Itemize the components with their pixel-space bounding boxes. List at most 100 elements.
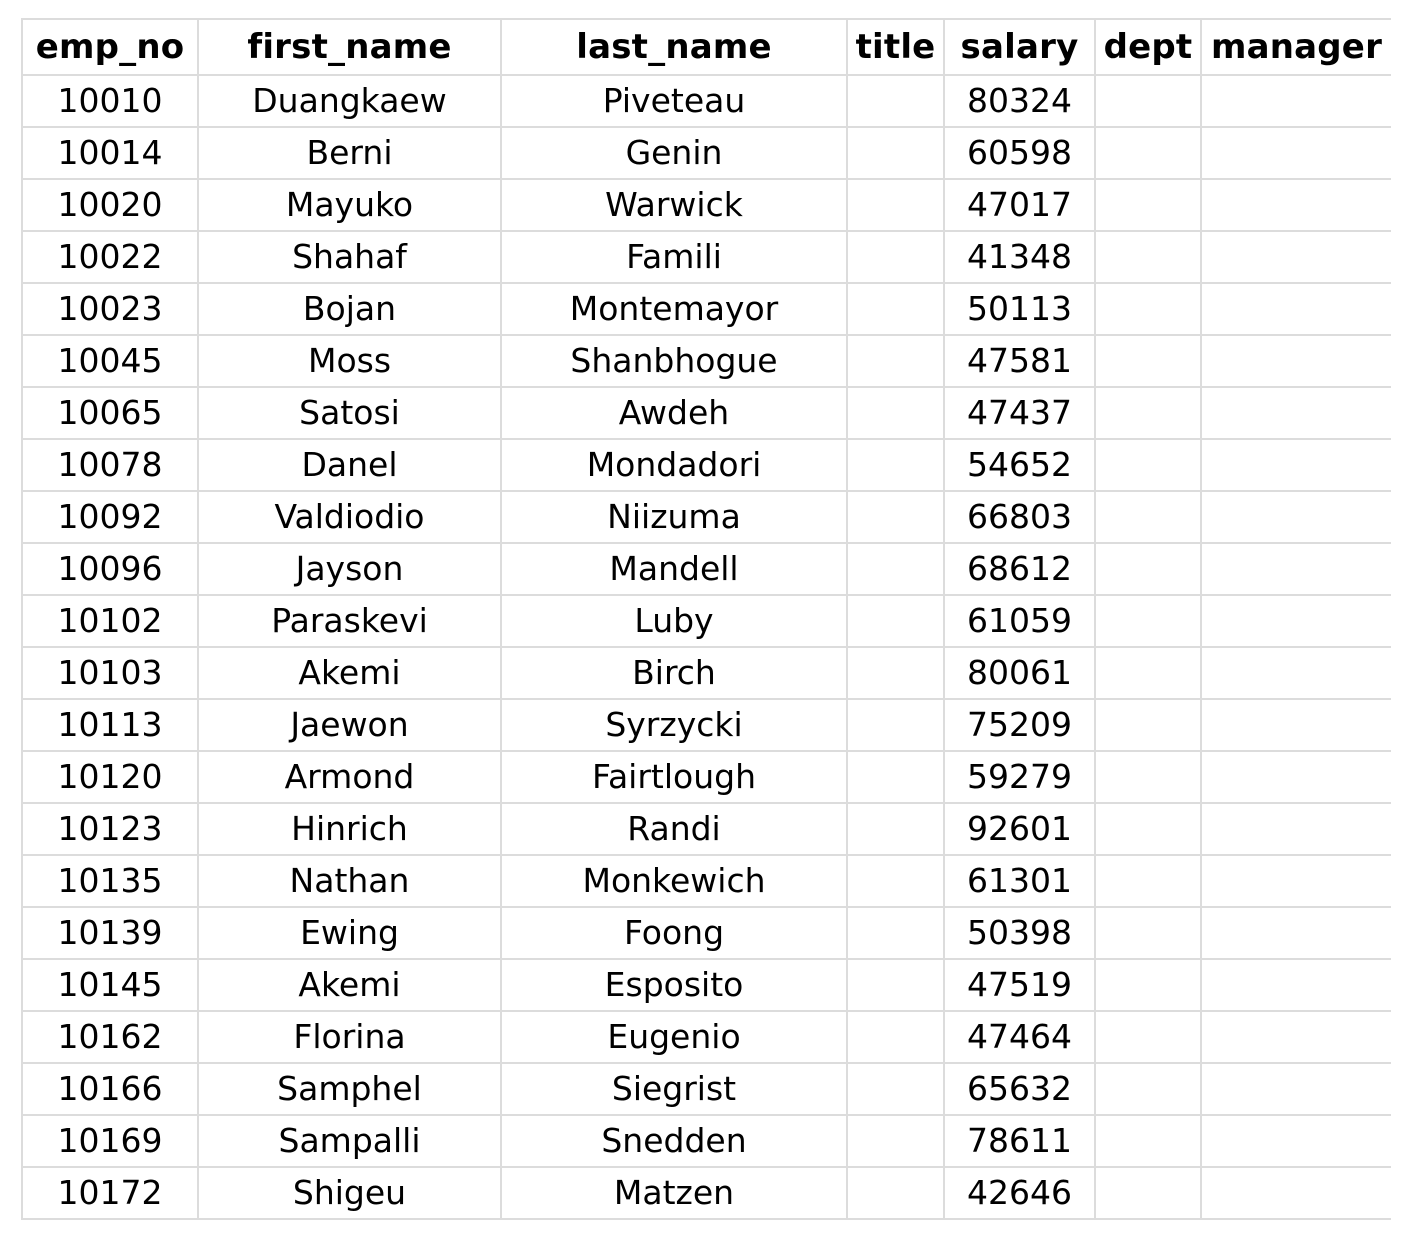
emp-no-cell: 10092	[21, 490, 199, 544]
salary-cell: 80324	[943, 74, 1096, 128]
last-name-cell: Birch	[500, 646, 848, 700]
dept-cell	[1094, 334, 1202, 388]
title-cell	[846, 854, 945, 908]
title-cell	[846, 1114, 945, 1168]
first-name-cell: Paraskevi	[197, 594, 502, 648]
last-name-cell: Esposito	[500, 958, 848, 1012]
dept-cell	[1094, 230, 1202, 284]
title-cell	[846, 750, 945, 804]
table-row: 10145 Akemi Esposito 47519	[21, 958, 1391, 1012]
first-name-cell: Armond	[197, 750, 502, 804]
first-name-cell: Danel	[197, 438, 502, 492]
last-name-cell: Shanbhogue	[500, 334, 848, 388]
title-cell	[846, 1010, 945, 1064]
last-name-cell: Mondadori	[500, 438, 848, 492]
dept-cell	[1094, 386, 1202, 440]
dept-cell	[1094, 906, 1202, 960]
column-header-first-name: first_name	[197, 18, 502, 76]
dept-cell	[1094, 750, 1202, 804]
first-name-cell: Shahaf	[197, 230, 502, 284]
emp-no-cell: 10014	[21, 126, 199, 180]
table-body: 10010 Duangkaew Piveteau 80324 10014 Berni Gen…	[21, 74, 1391, 1220]
salary-cell: 47464	[943, 1010, 1096, 1064]
emp-no-cell: 10045	[21, 334, 199, 388]
last-name-cell: Fairtlough	[500, 750, 848, 804]
last-name-cell: Syrzycki	[500, 698, 848, 752]
table-row: 10078 Danel Mondadori 54652	[21, 438, 1391, 492]
table-row: 10123 Hinrich Randi 92601	[21, 802, 1391, 856]
dept-cell	[1094, 542, 1202, 596]
title-cell	[846, 282, 945, 336]
table-row: 10022 Shahaf Famili 41348	[21, 230, 1391, 284]
manager-cell	[1200, 958, 1391, 1012]
salary-cell: 54652	[943, 438, 1096, 492]
title-cell	[846, 594, 945, 648]
column-header-manager: manager	[1200, 18, 1391, 76]
salary-cell: 66803	[943, 490, 1096, 544]
last-name-cell: Randi	[500, 802, 848, 856]
column-header-salary: salary	[943, 18, 1096, 76]
dept-cell	[1094, 646, 1202, 700]
table-row: 10166 Samphel Siegrist 65632	[21, 1062, 1391, 1116]
first-name-cell: Moss	[197, 334, 502, 388]
dept-cell	[1094, 802, 1202, 856]
table-row: 10045 Moss Shanbhogue 47581	[21, 334, 1391, 388]
table-row: 10092 Valdiodio Niizuma 66803	[21, 490, 1391, 544]
first-name-cell: Hinrich	[197, 802, 502, 856]
first-name-cell: Jayson	[197, 542, 502, 596]
dept-cell	[1094, 1010, 1202, 1064]
table-row: 10135 Nathan Monkewich 61301	[21, 854, 1391, 908]
emp-no-cell: 10065	[21, 386, 199, 440]
emp-no-cell: 10169	[21, 1114, 199, 1168]
table-row: 10096 Jayson Mandell 68612	[21, 542, 1391, 596]
column-header-dept: dept	[1094, 18, 1202, 76]
manager-cell	[1200, 1166, 1391, 1220]
table-container: emp_no first_name last_name title salary…	[21, 18, 1391, 1238]
title-cell	[846, 178, 945, 232]
last-name-cell: Piveteau	[500, 74, 848, 128]
last-name-cell: Monkewich	[500, 854, 848, 908]
manager-cell	[1200, 178, 1391, 232]
first-name-cell: Sampalli	[197, 1114, 502, 1168]
salary-cell: 61059	[943, 594, 1096, 648]
employees-table: emp_no first_name last_name title salary…	[21, 18, 1391, 1220]
manager-cell	[1200, 386, 1391, 440]
manager-cell	[1200, 802, 1391, 856]
first-name-cell: Akemi	[197, 958, 502, 1012]
salary-cell: 47581	[943, 334, 1096, 388]
dept-cell	[1094, 282, 1202, 336]
salary-cell: 65632	[943, 1062, 1096, 1116]
last-name-cell: Foong	[500, 906, 848, 960]
column-header-emp-no: emp_no	[21, 18, 199, 76]
table-row: 10172 Shigeu Matzen 42646	[21, 1166, 1391, 1220]
manager-cell	[1200, 750, 1391, 804]
dept-cell	[1094, 1166, 1202, 1220]
title-cell	[846, 334, 945, 388]
manager-cell	[1200, 438, 1391, 492]
emp-no-cell: 10120	[21, 750, 199, 804]
manager-cell	[1200, 230, 1391, 284]
manager-cell	[1200, 594, 1391, 648]
emp-no-cell: 10172	[21, 1166, 199, 1220]
manager-cell	[1200, 490, 1391, 544]
last-name-cell: Genin	[500, 126, 848, 180]
title-cell	[846, 542, 945, 596]
first-name-cell: Akemi	[197, 646, 502, 700]
title-cell	[846, 906, 945, 960]
dept-cell	[1094, 490, 1202, 544]
table-row: 10020 Mayuko Warwick 47017	[21, 178, 1391, 232]
table-row: 10065 Satosi Awdeh 47437	[21, 386, 1391, 440]
salary-cell: 78611	[943, 1114, 1096, 1168]
salary-cell: 59279	[943, 750, 1096, 804]
last-name-cell: Luby	[500, 594, 848, 648]
salary-cell: 60598	[943, 126, 1096, 180]
table-row: 10102 Paraskevi Luby 61059	[21, 594, 1391, 648]
manager-cell	[1200, 1114, 1391, 1168]
last-name-cell: Siegrist	[500, 1062, 848, 1116]
dept-cell	[1094, 1062, 1202, 1116]
column-header-title: title	[846, 18, 945, 76]
salary-cell: 47017	[943, 178, 1096, 232]
dept-cell	[1094, 74, 1202, 128]
first-name-cell: Jaewon	[197, 698, 502, 752]
salary-cell: 80061	[943, 646, 1096, 700]
